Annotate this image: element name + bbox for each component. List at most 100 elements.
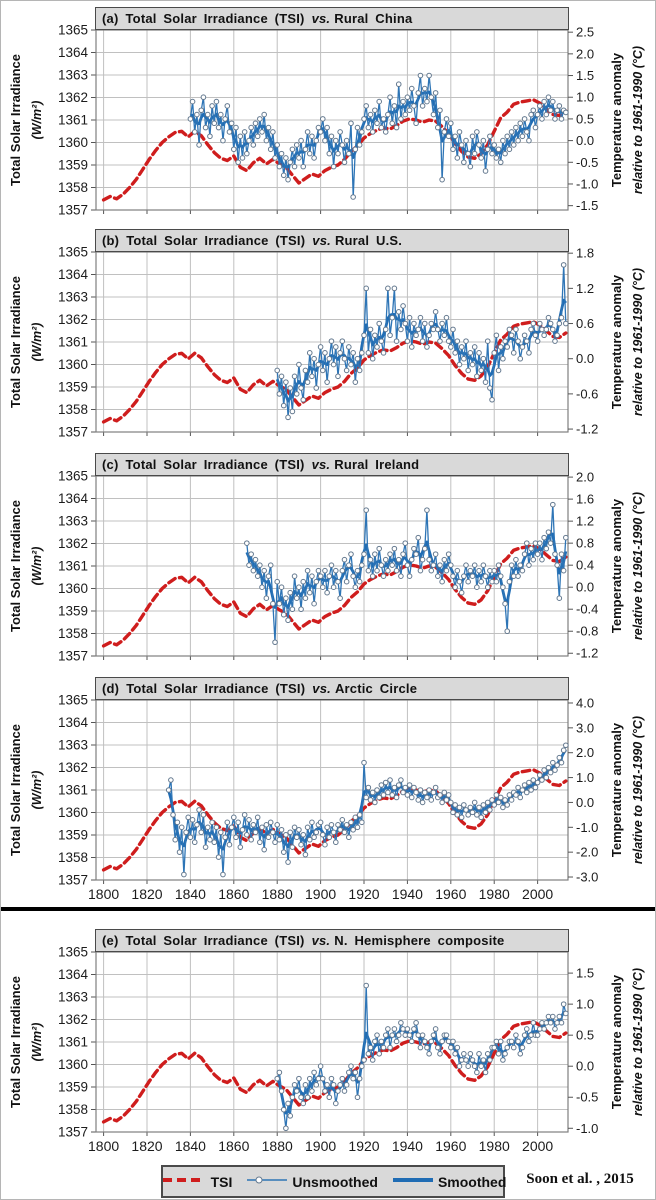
data-point-marker (519, 787, 526, 793)
data-point-marker (304, 1094, 311, 1101)
data-point-marker (198, 107, 205, 114)
data-point-marker (552, 116, 558, 122)
data-point-marker (434, 326, 441, 333)
right-tick-label: 4.0 (576, 695, 594, 710)
data-point-marker (471, 1063, 478, 1070)
data-point-marker (484, 146, 491, 153)
panel-c-title: (c) Total Solar Irradiance (TSI) vs. Rural … (95, 453, 569, 476)
data-point-marker (317, 129, 324, 135)
data-point-marker (515, 1038, 521, 1045)
data-point-marker (335, 1088, 341, 1094)
data-point-marker (432, 784, 439, 791)
panel-title-main: Total Solar Irradiance (TSI) (125, 11, 305, 26)
data-point-marker (495, 799, 502, 806)
data-point-marker (328, 1075, 335, 1082)
data-point-marker (439, 578, 445, 585)
data-point-marker (189, 98, 196, 105)
data-point-marker (502, 338, 508, 344)
data-point-marker (523, 338, 530, 344)
left-tick-label: 1363 (58, 990, 88, 1005)
data-point-marker (302, 595, 309, 602)
data-point-marker (437, 792, 443, 798)
data-point-marker (356, 1075, 363, 1082)
data-point-marker (448, 120, 454, 127)
data-point-marker (250, 142, 257, 148)
data-point-marker (432, 551, 439, 557)
data-point-marker (217, 111, 224, 118)
data-point-marker (424, 98, 430, 105)
data-point-marker (317, 1063, 324, 1070)
right-tick-label: 1.5 (576, 68, 594, 83)
data-point-marker (539, 556, 545, 563)
right-tick-label: -1.0 (576, 820, 598, 835)
right-tick-label: -1.2 (576, 646, 598, 661)
right-tick-label: 1.8 (576, 246, 594, 261)
data-point-marker (439, 1038, 445, 1045)
unsmoothed-markers (244, 501, 569, 646)
data-point-marker (265, 834, 272, 841)
data-point-marker (493, 155, 500, 161)
data-point-marker (541, 534, 547, 541)
data-point-marker (482, 809, 489, 816)
data-point-marker (304, 567, 311, 574)
data-point-marker (350, 1075, 356, 1082)
data-point-marker (246, 137, 252, 144)
data-point-marker (521, 551, 528, 557)
data-point-marker (196, 807, 202, 813)
data-point-marker (523, 1026, 530, 1032)
data-point-marker (270, 829, 276, 836)
data-point-marker (517, 355, 524, 362)
legend-item-tsi: TSI (160, 1173, 232, 1190)
data-point-marker (220, 137, 226, 144)
data-point-marker (517, 562, 524, 568)
data-point-marker (495, 146, 502, 153)
data-point-marker (200, 94, 207, 101)
data-point-marker (500, 584, 506, 590)
data-point-marker (330, 163, 337, 170)
data-point-marker (341, 829, 348, 836)
x-tick-label: 2000 (522, 886, 553, 902)
data-point-marker (215, 854, 222, 860)
data-point-marker (404, 94, 411, 101)
data-point-marker (382, 779, 389, 786)
data-point-marker (469, 1057, 476, 1063)
data-point-marker (365, 567, 372, 574)
data-point-marker (552, 1026, 558, 1032)
data-point-marker (519, 1044, 526, 1051)
data-point-marker (378, 1038, 385, 1045)
data-point-marker (474, 373, 480, 380)
data-point-marker (480, 1057, 487, 1063)
data-point-marker (280, 1106, 287, 1113)
data-point-marker (359, 562, 365, 568)
panel-label: (c) (102, 457, 119, 472)
data-point-marker (306, 836, 313, 843)
data-point-marker (374, 567, 380, 574)
data-point-marker (309, 373, 315, 380)
unsmoothed-markers (274, 262, 569, 421)
data-point-marker (563, 1010, 569, 1017)
panel-a: 1365 1364 1363 1362 1361 1360 1359 1358 1357 2.5 2… (58, 23, 598, 218)
data-point-marker (274, 367, 281, 374)
x-tick-label: 1920 (348, 886, 379, 902)
data-point-marker (391, 285, 398, 292)
data-point-marker (463, 137, 469, 144)
data-point-marker (220, 871, 226, 878)
data-point-marker (315, 361, 322, 368)
data-point-marker (270, 129, 276, 135)
data-point-marker (322, 1088, 328, 1094)
data-point-marker (487, 807, 493, 813)
data-point-marker (348, 551, 354, 557)
data-point-marker (367, 1044, 374, 1051)
data-point-marker (413, 1019, 419, 1026)
data-point-marker (187, 116, 194, 122)
data-point-marker (365, 1050, 372, 1057)
data-point-marker (289, 1094, 296, 1101)
panel-title-vs: vs. (311, 11, 331, 26)
data-point-marker (283, 1125, 289, 1132)
right-axis-label: relative to 1961-1990 (°C) (631, 267, 645, 417)
data-point-marker (521, 332, 528, 339)
data-point-marker (517, 120, 524, 127)
data-point-marker (448, 344, 454, 350)
panel-b: 1365 1364 1363 1362 1361 1360 1359 1358 1357 1.8 1… (58, 245, 598, 440)
data-point-marker (335, 578, 341, 585)
